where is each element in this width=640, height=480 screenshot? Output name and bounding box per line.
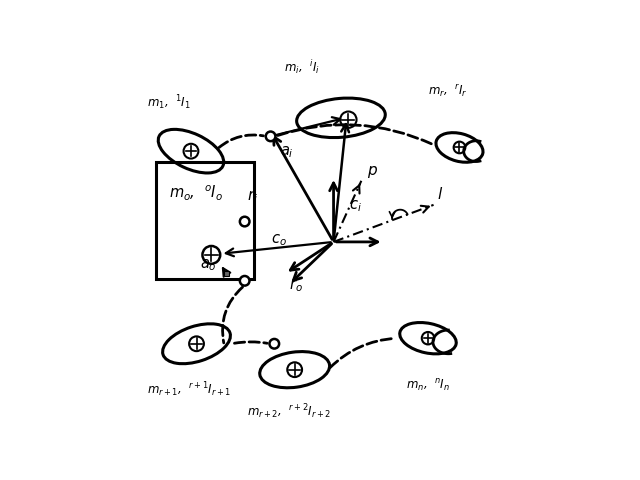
Text: $m_n$,  $^nI_n$: $m_n$, $^nI_n$: [406, 377, 450, 393]
Text: $p$: $p$: [367, 164, 378, 180]
Text: $l$: $l$: [437, 186, 444, 202]
Text: $m_1$,  $^1I_1$: $m_1$, $^1I_1$: [147, 93, 191, 111]
Text: $r_o$: $r_o$: [289, 276, 303, 293]
Text: $c_o$: $c_o$: [271, 232, 287, 247]
Circle shape: [269, 339, 279, 349]
Circle shape: [240, 217, 250, 227]
Text: $c_i$: $c_i$: [349, 198, 362, 213]
Text: $m_{r+1}$,  $^{r+1}I_{r+1}$: $m_{r+1}$, $^{r+1}I_{r+1}$: [147, 379, 231, 398]
Text: $a_i$: $a_i$: [280, 144, 294, 160]
Text: $m_o$,  $^oI_o$: $m_o$, $^oI_o$: [169, 183, 223, 202]
Text: $r_i$: $r_i$: [246, 188, 258, 204]
Circle shape: [240, 276, 250, 286]
Text: $a_o$: $a_o$: [200, 257, 217, 273]
Bar: [223, 271, 228, 276]
Text: $m_r$,  $^rI_r$: $m_r$, $^rI_r$: [428, 83, 467, 99]
Text: $m_i$,  $^iI_i$: $m_i$, $^iI_i$: [284, 58, 319, 76]
Circle shape: [266, 132, 275, 142]
Bar: [156, 163, 254, 279]
Text: $m_{r+2}$,  $^{r+2}I_{r+2}$: $m_{r+2}$, $^{r+2}I_{r+2}$: [246, 401, 331, 420]
